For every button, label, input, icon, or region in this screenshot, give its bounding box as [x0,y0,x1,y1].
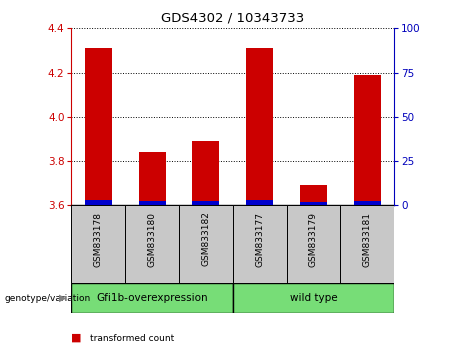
Bar [71,283,233,313]
Bar [246,200,273,205]
Bar [193,141,219,205]
Bar [233,283,394,313]
Bar [179,205,233,283]
Bar [85,48,112,205]
Bar [139,152,165,205]
Title: GDS4302 / 10343733: GDS4302 / 10343733 [161,11,304,24]
Bar [300,185,327,205]
Bar [71,205,125,283]
Text: GSM833178: GSM833178 [94,212,103,267]
Text: ▶: ▶ [59,293,67,303]
Bar [125,205,179,283]
Text: Gfi1b-overexpression: Gfi1b-overexpression [96,293,208,303]
Bar [300,202,327,205]
Text: GSM833181: GSM833181 [363,212,372,267]
Bar [233,205,287,283]
Text: GSM833179: GSM833179 [309,212,318,267]
Bar [193,201,219,205]
Text: ■: ■ [71,333,82,343]
Text: GSM833177: GSM833177 [255,212,264,267]
Bar [354,75,381,205]
Text: GSM833182: GSM833182 [201,212,210,267]
Bar [287,205,340,283]
Bar [340,205,394,283]
Text: wild type: wild type [290,293,337,303]
Text: genotype/variation: genotype/variation [5,294,91,303]
Bar [354,201,381,205]
Bar [246,48,273,205]
Text: GSM833180: GSM833180 [148,212,157,267]
Text: transformed count: transformed count [90,333,174,343]
Bar [139,201,165,205]
Bar [85,200,112,205]
